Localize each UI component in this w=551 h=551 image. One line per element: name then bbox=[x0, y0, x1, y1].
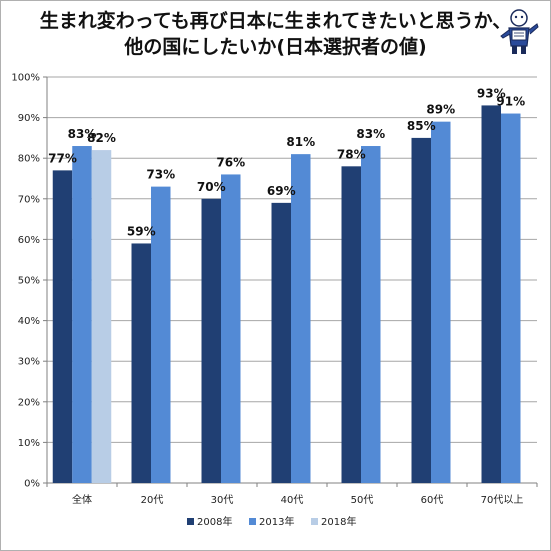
y-tick-label: 60% bbox=[18, 235, 40, 246]
chart-title: 生まれ変わっても再び日本に生まれてきたいと思うか、 他の国にしたいか(日本選択者… bbox=[0, 8, 551, 60]
bar bbox=[481, 105, 501, 484]
data-label: 78% bbox=[337, 147, 366, 161]
legend-label: 2008年 bbox=[197, 515, 232, 528]
bar bbox=[431, 121, 451, 483]
y-tick-label: 20% bbox=[18, 397, 40, 408]
bar bbox=[131, 243, 151, 483]
bar bbox=[501, 113, 521, 483]
y-tick-label: 10% bbox=[18, 438, 40, 449]
x-tick-label: 40代 bbox=[281, 494, 304, 506]
y-tick-label: 80% bbox=[18, 154, 40, 165]
bar bbox=[52, 170, 73, 483]
bar bbox=[291, 154, 311, 483]
bars bbox=[52, 105, 521, 484]
x-tick-label: 60代 bbox=[421, 494, 444, 506]
chart-title-line-1: 生まれ変わっても再び日本に生まれてきたいと思うか、 bbox=[39, 10, 512, 32]
bar bbox=[221, 174, 241, 483]
data-label: 93% bbox=[477, 86, 506, 100]
x-tick-label: 70代以上 bbox=[481, 494, 524, 506]
data-label: 83% bbox=[356, 127, 385, 141]
bar bbox=[91, 150, 112, 483]
data-labels: 77%83%82%59%73%70%76%69%81%78%83%85%89%9… bbox=[48, 86, 525, 238]
data-label: 59% bbox=[127, 224, 156, 238]
data-label: 81% bbox=[286, 135, 315, 149]
legend-swatch bbox=[187, 518, 194, 525]
legend: 2008年 2013年 2018年 bbox=[187, 515, 356, 528]
data-label: 76% bbox=[216, 155, 245, 169]
bar bbox=[341, 166, 361, 483]
x-tick-label: 30代 bbox=[211, 494, 234, 506]
bar bbox=[151, 186, 171, 483]
y-tick-label: 50% bbox=[18, 276, 40, 287]
legend-label: 2013年 bbox=[259, 515, 294, 528]
x-tick-label: 20代 bbox=[141, 494, 164, 506]
data-label: 89% bbox=[426, 103, 455, 117]
legend-label: 2018年 bbox=[321, 515, 356, 528]
data-label: 85% bbox=[407, 119, 436, 133]
y-tick-label: 100% bbox=[11, 73, 40, 84]
bar bbox=[201, 198, 221, 484]
data-label: 91% bbox=[496, 95, 525, 109]
y-tick-label: 90% bbox=[18, 113, 40, 124]
data-label: 69% bbox=[267, 184, 296, 198]
x-tick-label: 50代 bbox=[351, 494, 374, 506]
x-tick-label: 全体 bbox=[72, 493, 92, 506]
data-label: 82% bbox=[87, 131, 116, 145]
legend-swatch bbox=[311, 518, 318, 525]
bar bbox=[72, 146, 92, 483]
bar bbox=[271, 202, 291, 484]
bar bbox=[361, 146, 381, 483]
axes: 0% 10% 20% 30% 40% 50% 60% 70% 80% 90% 100% 全体 20代 30… bbox=[11, 73, 538, 506]
data-label: 83% bbox=[68, 127, 97, 141]
y-tick-label: 30% bbox=[18, 357, 40, 368]
data-label: 77% bbox=[48, 151, 77, 165]
y-tick-label: 40% bbox=[18, 316, 40, 327]
chart-title-line-2: 他の国にしたいか(日本選択者の値) bbox=[124, 36, 427, 58]
y-tick-label: 0% bbox=[24, 479, 40, 490]
y-tick-label: 70% bbox=[18, 194, 40, 205]
mascot-logo bbox=[500, 9, 539, 54]
bar bbox=[411, 137, 431, 483]
legend-swatch bbox=[249, 518, 256, 525]
data-label: 70% bbox=[197, 180, 226, 194]
data-label: 73% bbox=[146, 168, 175, 182]
